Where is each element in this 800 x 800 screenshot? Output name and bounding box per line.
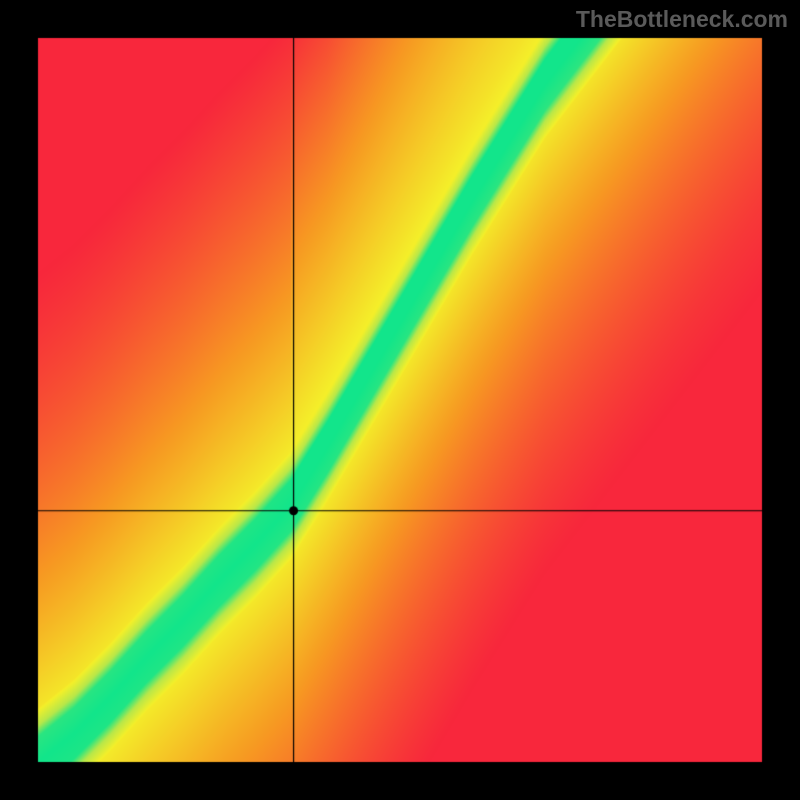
bottleneck-heatmap <box>0 0 800 800</box>
watermark-text: TheBottleneck.com <box>576 6 788 33</box>
